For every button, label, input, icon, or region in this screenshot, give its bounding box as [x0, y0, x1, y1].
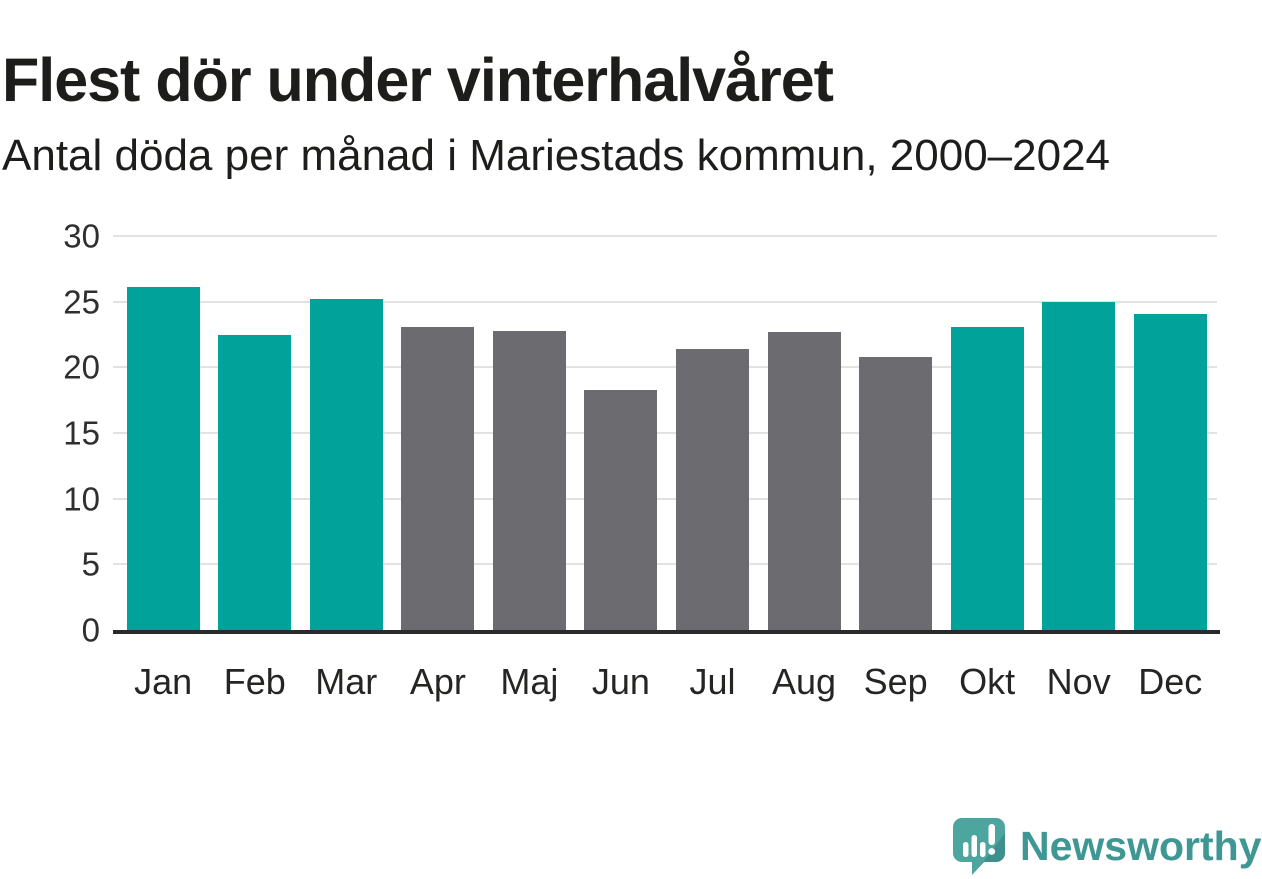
x-tick-label-jun: Jun [591, 661, 650, 702]
x-tick-label-apr: Apr [409, 661, 466, 702]
gridline-y-20 [113, 366, 1217, 369]
y-tick-label-25: 25 [63, 283, 100, 321]
y-tick-label-0: 0 [81, 611, 100, 649]
x-tick-label-okt: Okt [959, 661, 1016, 702]
chart-title: Flest dör under vinterhalvåret [2, 45, 834, 114]
x-tick-label-dec: Dec [1138, 661, 1203, 702]
y-tick-label-15: 15 [63, 414, 100, 452]
x-tick-label-jan: Jan [134, 661, 193, 702]
bar-nov [1042, 301, 1116, 630]
bar-maj [492, 330, 566, 630]
newsworthy-logo-text: Newsworthy [1020, 823, 1262, 869]
bar-sep [859, 356, 933, 630]
newsworthy-speech-bubble-bar-chart-icon [953, 818, 1005, 875]
bar-dec [1133, 313, 1207, 630]
y-tick-label-10: 10 [63, 480, 100, 518]
x-axis-line [113, 630, 1220, 634]
gridline-y-30 [113, 235, 1217, 237]
x-tick-label-mar: Mar [315, 661, 378, 702]
bar-okt [950, 326, 1024, 630]
bar-jun [584, 389, 658, 630]
bar-feb [218, 334, 292, 630]
bar-mar [309, 299, 383, 630]
y-tick-label-30: 30 [63, 217, 100, 255]
x-tick-label-jul: Jul [689, 661, 736, 702]
gridline-y-5 [113, 563, 1217, 566]
bar-apr [401, 326, 475, 630]
y-tick-label-5: 5 [81, 545, 100, 583]
y-tick-label-20: 20 [63, 348, 100, 386]
plot-area [113, 235, 1217, 630]
gridline-y-25 [113, 300, 1217, 303]
chart-subtitle: Antal döda per månad i Mariestads kommun… [2, 131, 1111, 180]
x-tick-label-sep: Sep [863, 661, 928, 702]
bar-aug [767, 331, 841, 630]
x-tick-label-maj: Maj [500, 661, 559, 702]
x-tick-label-aug: Aug [772, 661, 837, 702]
gridline-y-10 [113, 497, 1217, 500]
bar-jul [676, 348, 749, 630]
x-tick-label-feb: Feb [223, 661, 286, 702]
newsworthy-logo-link[interactable]: Newsworthy [952, 816, 1262, 877]
x-tick-label-nov: Nov [1046, 661, 1111, 702]
bar-jan [126, 287, 200, 630]
gridline-y-15 [113, 432, 1217, 434]
